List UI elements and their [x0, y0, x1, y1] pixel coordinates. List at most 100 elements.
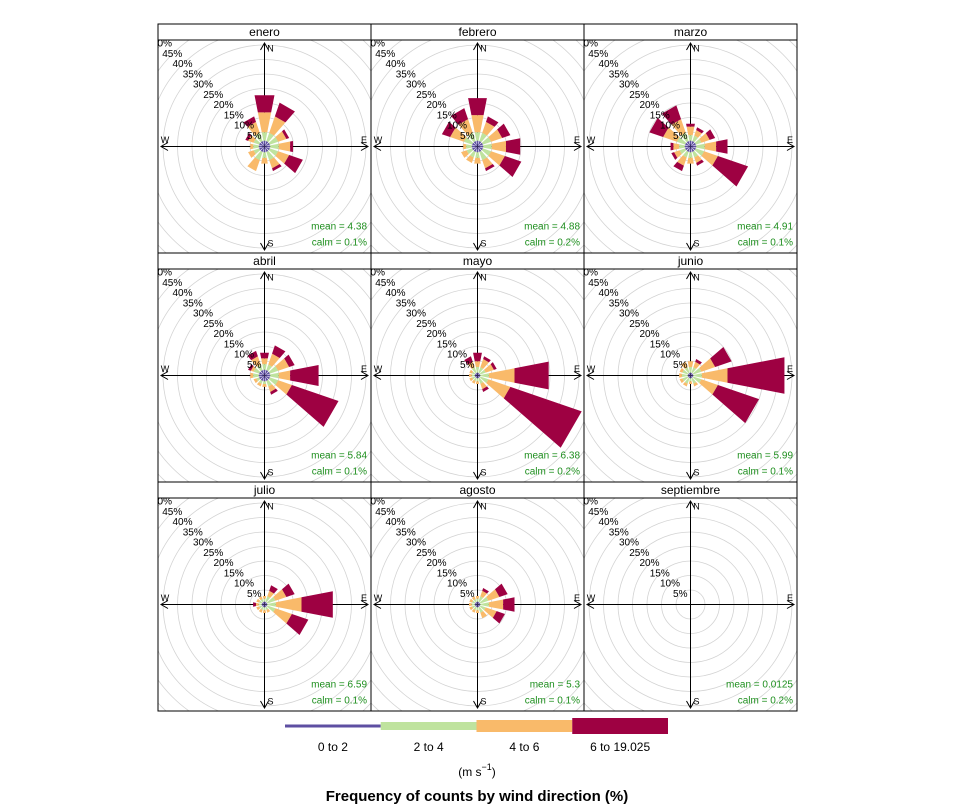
petal-segment	[261, 132, 268, 141]
axis-arrow	[473, 471, 482, 481]
petal-segment	[260, 146, 265, 152]
panel: N E S W 5%10%15%20%25%30%35%40%45%50% mean = …	[152, 268, 371, 482]
petal-segment	[686, 123, 695, 127]
petal-segment	[485, 116, 499, 127]
petal-segment	[491, 140, 506, 153]
panel-title: enero	[249, 25, 280, 39]
petal-segment	[688, 366, 693, 373]
petal-segment	[475, 601, 478, 605]
petal-segment	[478, 367, 484, 374]
r-tick-label: 25%	[416, 319, 436, 330]
r-tick-label: 45%	[375, 49, 395, 60]
petal-segment	[680, 132, 689, 143]
axis-arrow	[686, 471, 695, 481]
r-tick-label: 50%	[365, 268, 385, 279]
compass-label: W	[587, 364, 596, 374]
compass-label: N	[267, 43, 274, 53]
r-tick-label: 40%	[385, 288, 405, 299]
panel-stat: mean = 0.0125	[726, 680, 793, 691]
petal-segment	[479, 376, 489, 384]
petal-segment	[275, 380, 292, 395]
petal-segment	[480, 602, 489, 607]
petal-segment	[263, 375, 266, 382]
petal-segment	[704, 141, 717, 152]
petal-segment	[472, 376, 476, 380]
r-tick-label: 15%	[224, 568, 244, 579]
petal-segment	[256, 382, 262, 387]
petal-segment	[275, 151, 290, 164]
petal-segment	[275, 358, 290, 371]
petal-segment	[476, 140, 479, 147]
compass-label: E	[361, 593, 367, 603]
r-tick-label: 5%	[247, 360, 262, 371]
r-tick-label: 20%	[639, 329, 659, 340]
r-tick-label: 30%	[619, 309, 639, 320]
r-tick-label: 50%	[152, 497, 172, 508]
r-tick-label: 45%	[375, 278, 395, 289]
petal-segment	[268, 353, 280, 367]
r-tick-label: 50%	[365, 497, 385, 508]
axis-arrow	[473, 41, 482, 51]
r-tick-label: 30%	[406, 309, 426, 320]
petal-segment	[476, 607, 479, 611]
r-tick-label: 50%	[578, 39, 598, 50]
petal-segment	[495, 583, 508, 597]
petal-segment	[464, 356, 473, 365]
r-tick-label: 10%	[234, 350, 254, 361]
panel-title: junio	[677, 254, 704, 268]
petal-segment	[692, 135, 699, 143]
petal-segment	[469, 377, 474, 382]
petal-segment	[286, 613, 309, 635]
compass-label: N	[267, 272, 274, 282]
petal-segment	[290, 140, 293, 153]
r-tick-label: 50%	[152, 39, 172, 50]
panel: N E S W 5%10%15%20%25%30%35%40%45%50% mean = …	[152, 39, 371, 253]
petal-segment	[476, 146, 479, 153]
petal-segment	[243, 116, 257, 127]
axis-arrow	[260, 700, 269, 710]
petal-segment	[475, 595, 480, 599]
r-tick-label: 35%	[609, 69, 629, 80]
petal-segment	[479, 132, 488, 143]
petal-segment	[690, 141, 695, 147]
petal-segment	[690, 372, 693, 376]
petal-segment	[671, 152, 678, 160]
petal-segment	[263, 601, 266, 605]
r-tick-label: 50%	[152, 268, 172, 279]
petal-segment	[264, 375, 270, 380]
petal-segment	[259, 146, 265, 151]
petal-segment	[477, 146, 483, 151]
petal-segment	[474, 157, 481, 164]
r-tick-label: 35%	[183, 69, 203, 80]
petal-segment	[673, 143, 680, 150]
petal-segment	[264, 371, 270, 376]
petal-segment	[263, 140, 266, 147]
petal-segment	[461, 150, 469, 158]
petal-segment	[262, 610, 267, 614]
compass-label: W	[161, 593, 170, 603]
r-tick-label: 15%	[437, 568, 457, 579]
petal-segment	[274, 102, 295, 123]
r-tick-label: 25%	[629, 319, 649, 330]
petal-segment	[475, 381, 480, 385]
r-tick-label: 40%	[385, 517, 405, 528]
axis-arrow	[260, 471, 269, 481]
r-tick-label: 40%	[598, 517, 618, 528]
petal-segment	[679, 367, 684, 373]
petal-segment	[471, 145, 478, 148]
axis-arrow	[686, 270, 695, 280]
petal-segment	[699, 133, 710, 143]
r-tick-label: 10%	[234, 579, 254, 590]
petal-segment	[679, 378, 684, 384]
compass-label: E	[787, 135, 793, 145]
petal-segment	[480, 611, 488, 619]
petal-segment	[256, 598, 261, 603]
petal-segment	[477, 145, 484, 148]
r-tick-label: 5%	[673, 131, 688, 142]
petal-segment	[690, 145, 697, 148]
axis-arrow	[360, 371, 370, 380]
petal-segment	[492, 611, 505, 624]
petal-segment	[301, 591, 333, 618]
panel-stat: calm = 0.1%	[312, 467, 367, 478]
petal-segment	[264, 374, 271, 377]
